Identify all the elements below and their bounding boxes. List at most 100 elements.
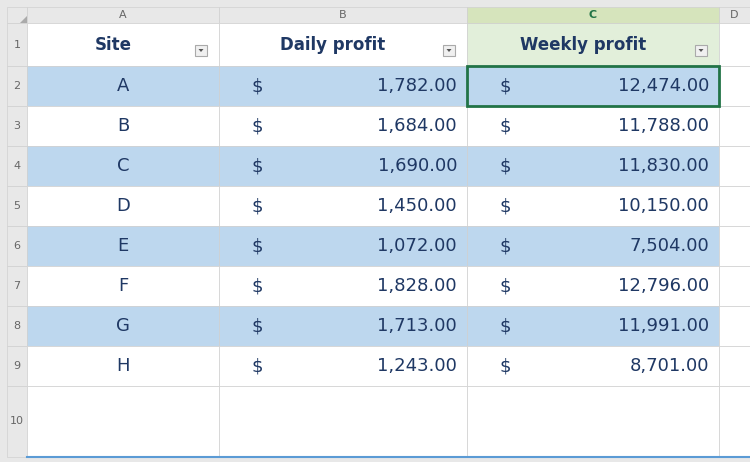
Bar: [467, 23, 719, 66]
Bar: [27, 146, 219, 186]
Text: 1,782.00: 1,782.00: [377, 77, 457, 95]
Text: C: C: [117, 157, 129, 175]
Text: $: $: [251, 237, 262, 255]
Bar: [27, 306, 219, 346]
Bar: [443, 45, 455, 56]
Bar: [719, 186, 750, 226]
Text: Site: Site: [94, 36, 131, 54]
Polygon shape: [446, 49, 452, 52]
Bar: [7, 226, 27, 266]
Bar: [7, 186, 27, 226]
Polygon shape: [20, 16, 27, 23]
Text: E: E: [117, 237, 129, 255]
Text: $: $: [500, 77, 511, 95]
Bar: [467, 186, 719, 226]
Text: D: D: [116, 197, 130, 215]
Bar: [27, 106, 219, 146]
Bar: [27, 266, 219, 306]
Text: 1,072.00: 1,072.00: [377, 237, 457, 255]
Bar: [7, 346, 27, 386]
Text: D: D: [730, 10, 739, 20]
Text: 11,991.00: 11,991.00: [618, 317, 709, 335]
Bar: [219, 66, 467, 106]
Text: $: $: [251, 197, 262, 215]
Bar: [195, 45, 207, 56]
Text: H: H: [116, 357, 130, 375]
Text: 12,796.00: 12,796.00: [618, 277, 709, 295]
Bar: [719, 346, 750, 386]
Text: $: $: [500, 157, 511, 175]
Text: C: C: [589, 10, 597, 20]
Bar: [219, 106, 467, 146]
Bar: [719, 66, 750, 106]
Bar: [467, 306, 719, 346]
Bar: [219, 186, 467, 226]
Bar: [719, 23, 750, 66]
Bar: [7, 23, 27, 66]
Text: 10,150.00: 10,150.00: [618, 197, 709, 215]
Polygon shape: [199, 49, 203, 52]
Bar: [27, 386, 219, 457]
Text: 6: 6: [13, 241, 20, 251]
Text: 10: 10: [10, 417, 24, 426]
Bar: [467, 7, 719, 23]
Bar: [219, 266, 467, 306]
Text: $: $: [251, 77, 262, 95]
Text: 1,713.00: 1,713.00: [377, 317, 457, 335]
Text: B: B: [339, 10, 346, 20]
Text: 8,701.00: 8,701.00: [629, 357, 709, 375]
Text: $: $: [500, 317, 511, 335]
Text: 12,474.00: 12,474.00: [618, 77, 709, 95]
Bar: [719, 7, 750, 23]
Bar: [467, 386, 719, 457]
Text: 7: 7: [13, 281, 20, 291]
Bar: [27, 226, 219, 266]
Bar: [719, 146, 750, 186]
Bar: [219, 7, 467, 23]
Text: Daily profit: Daily profit: [280, 36, 386, 54]
Bar: [219, 346, 467, 386]
Bar: [7, 106, 27, 146]
Bar: [719, 106, 750, 146]
Bar: [467, 106, 719, 146]
Text: $: $: [500, 117, 511, 135]
Bar: [695, 45, 707, 56]
Text: A: A: [117, 77, 129, 95]
Text: $: $: [500, 197, 511, 215]
Bar: [7, 266, 27, 306]
Text: 7,504.00: 7,504.00: [629, 237, 709, 255]
Bar: [219, 226, 467, 266]
Text: 11,830.00: 11,830.00: [618, 157, 709, 175]
Bar: [7, 66, 27, 106]
Text: 2: 2: [13, 81, 20, 91]
Bar: [219, 23, 467, 66]
Bar: [719, 386, 750, 457]
Text: Weekly profit: Weekly profit: [520, 36, 646, 54]
Bar: [27, 186, 219, 226]
Bar: [467, 346, 719, 386]
Text: 8: 8: [13, 321, 20, 331]
Text: 1,450.00: 1,450.00: [377, 197, 457, 215]
Text: 1: 1: [13, 39, 20, 49]
Text: 5: 5: [13, 201, 20, 211]
Bar: [719, 226, 750, 266]
Text: $: $: [251, 117, 262, 135]
Bar: [27, 23, 219, 66]
Text: 3: 3: [13, 121, 20, 131]
Text: $: $: [500, 357, 511, 375]
Bar: [27, 66, 219, 106]
Text: 1,690.00: 1,690.00: [377, 157, 457, 175]
Text: $: $: [500, 237, 511, 255]
Bar: [7, 386, 27, 457]
Polygon shape: [698, 49, 703, 52]
Text: A: A: [119, 10, 127, 20]
Text: F: F: [118, 277, 128, 295]
Bar: [467, 266, 719, 306]
Text: $: $: [251, 317, 262, 335]
Bar: [7, 146, 27, 186]
Text: B: B: [117, 117, 129, 135]
Text: $: $: [251, 277, 262, 295]
Text: 4: 4: [13, 161, 20, 171]
Bar: [7, 306, 27, 346]
Text: 1,684.00: 1,684.00: [377, 117, 457, 135]
